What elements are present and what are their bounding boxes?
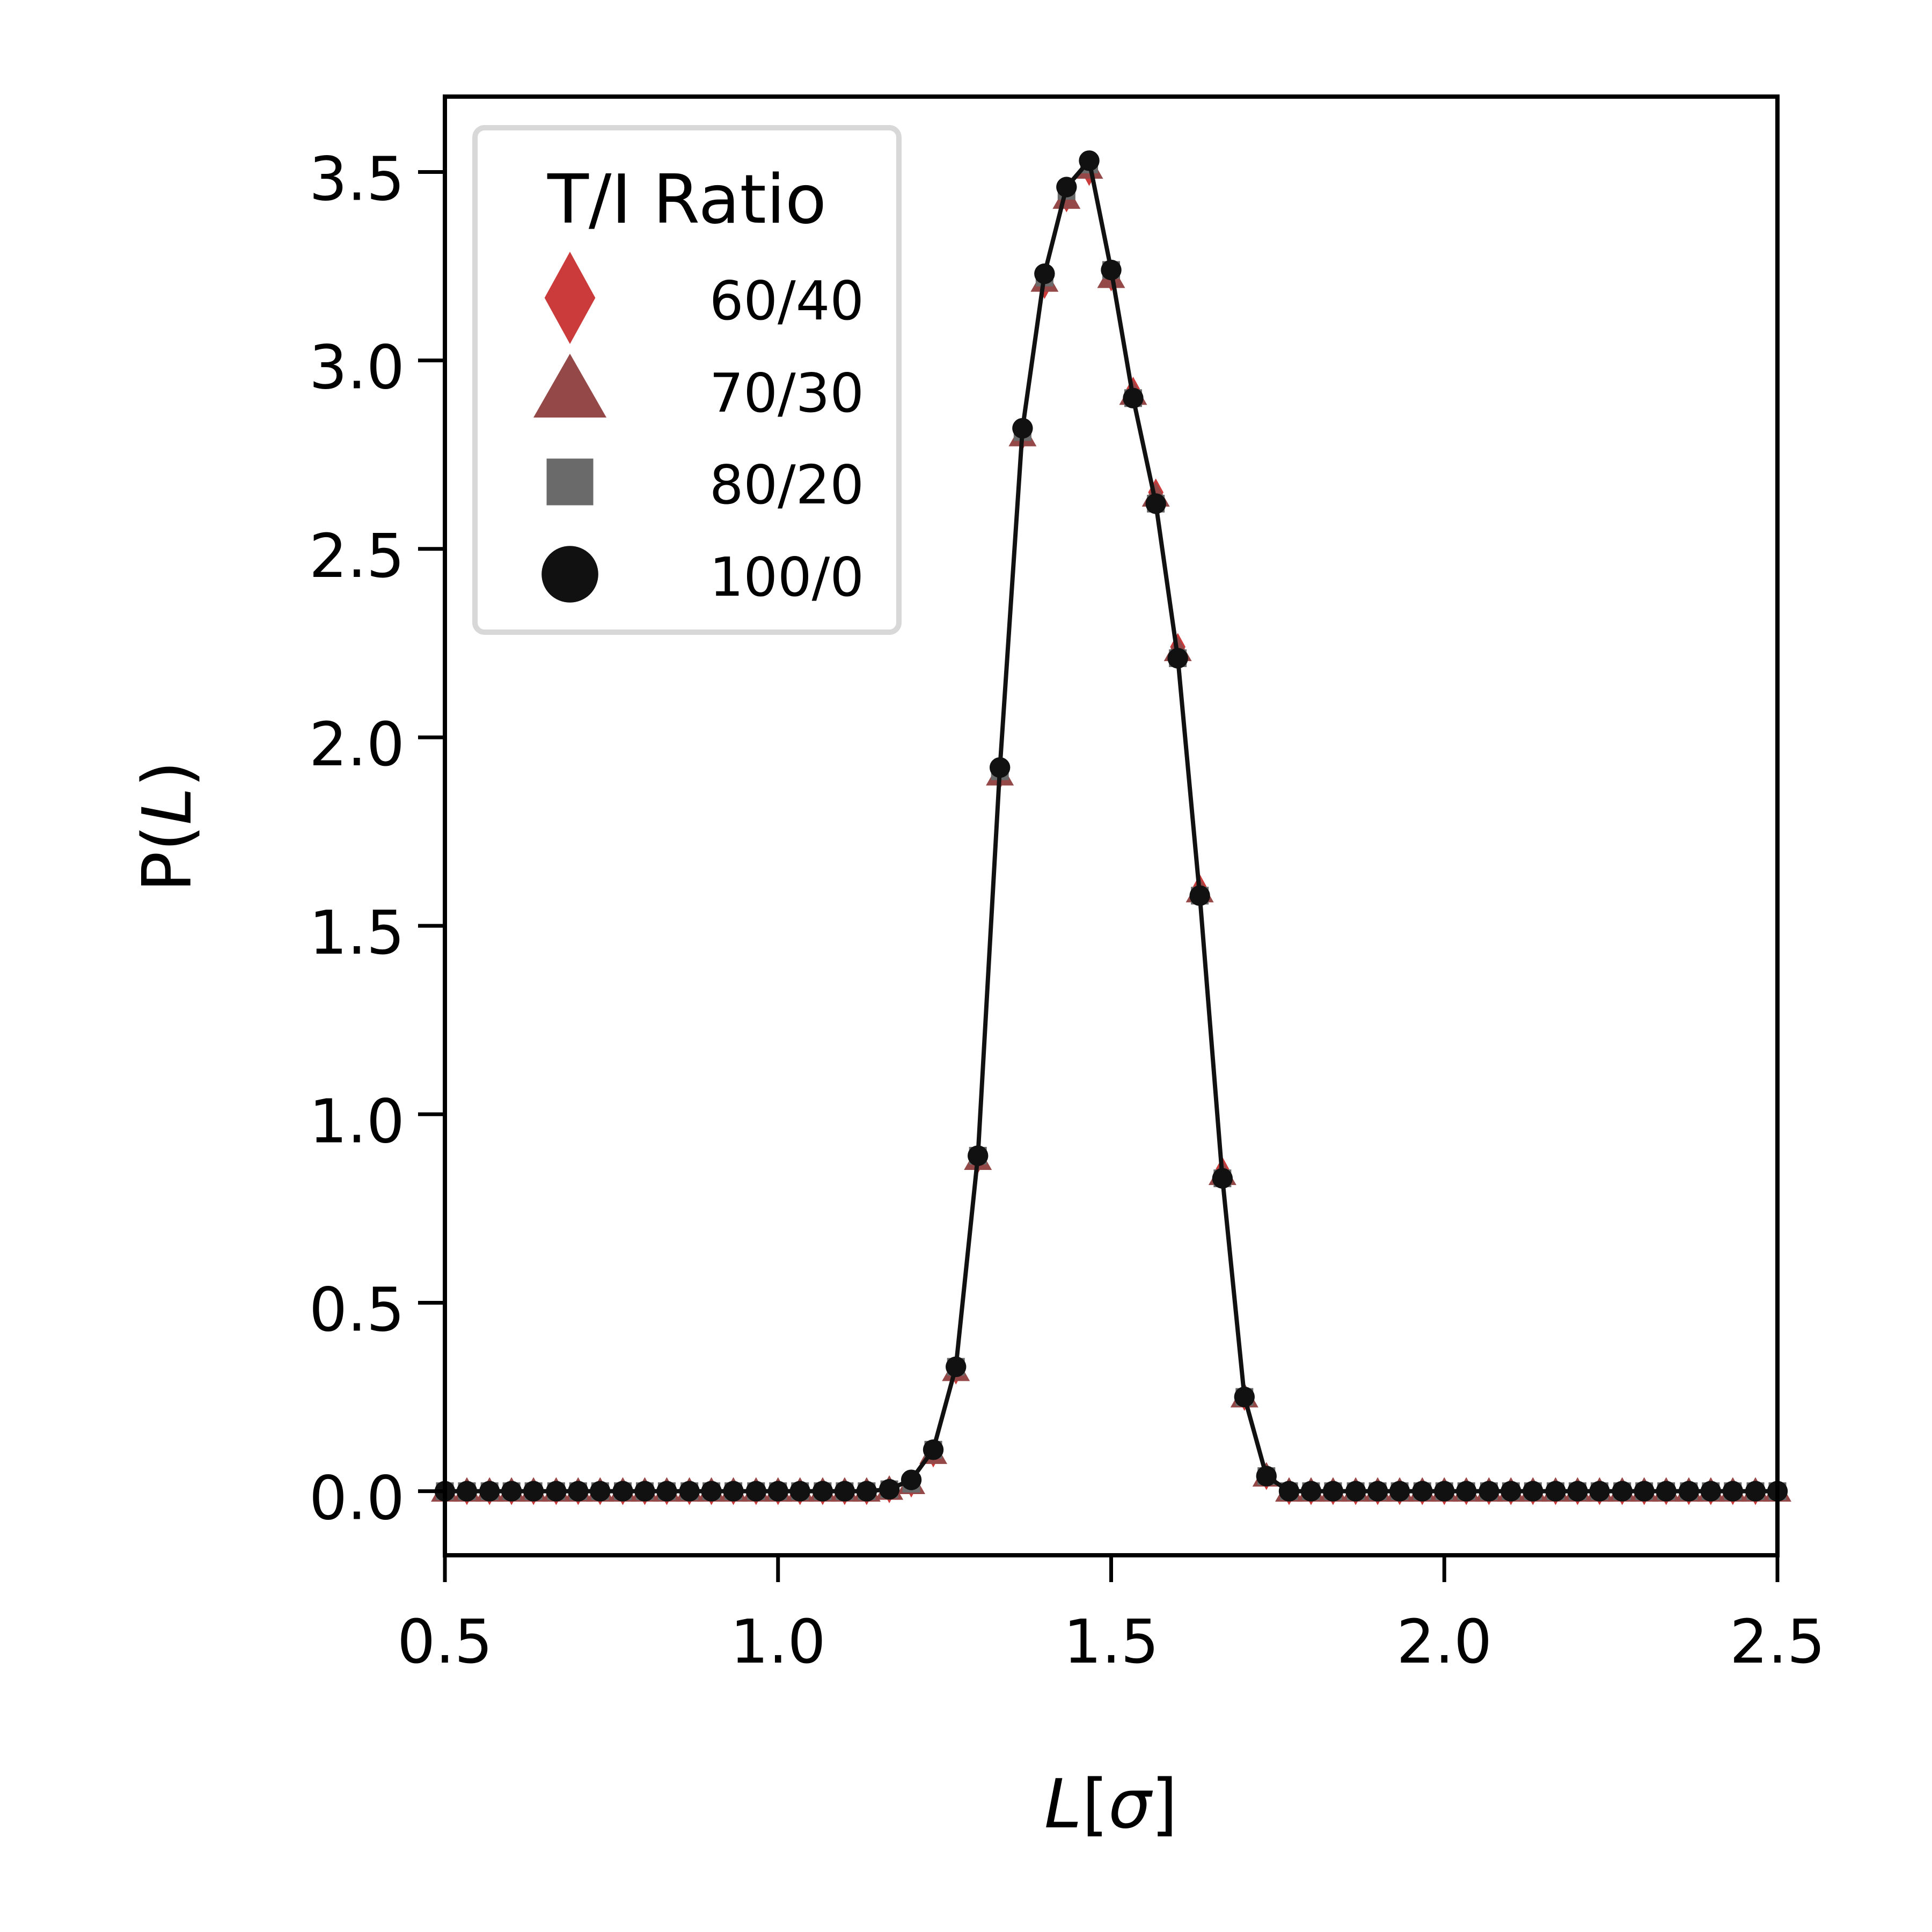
x-axis-label-unit: σ bbox=[1108, 1765, 1153, 1843]
series-line bbox=[445, 158, 1777, 1494]
y-tick-label: 3.5 bbox=[309, 144, 405, 214]
legend-marker bbox=[546, 458, 594, 506]
y-tick-label: 1.0 bbox=[309, 1087, 405, 1157]
legend-item: 60/40 bbox=[544, 252, 864, 344]
plot-layer bbox=[431, 150, 1791, 1505]
legend-label: 80/20 bbox=[709, 453, 864, 516]
y-axis-label-var: L bbox=[128, 787, 207, 825]
y-tick-label: 2.5 bbox=[309, 522, 405, 591]
legend-item: 70/30 bbox=[533, 354, 864, 425]
y-tick-label: 0.5 bbox=[309, 1275, 405, 1345]
y-axis-label-suffix: ) bbox=[128, 761, 207, 787]
y-tick-label: 2.0 bbox=[309, 710, 405, 780]
legend-marker bbox=[541, 546, 598, 603]
x-tick-label: 1.5 bbox=[1063, 1607, 1159, 1677]
x-tick-label: 1.0 bbox=[730, 1607, 826, 1677]
y-axis-label: P(L) bbox=[128, 761, 207, 892]
legend-marker bbox=[544, 252, 596, 344]
legend: T/I Ratio 60/40 70/30 80/20 100/0 bbox=[472, 125, 902, 635]
x-tick-label: 0.5 bbox=[397, 1607, 493, 1677]
legend-title: T/I Ratio bbox=[547, 160, 826, 239]
legend-label: 60/40 bbox=[709, 269, 864, 332]
x-axis-label: L[σ] bbox=[1044, 1765, 1177, 1843]
legend-label: 100/0 bbox=[709, 546, 864, 609]
y-axis-label-prefix: P( bbox=[128, 825, 207, 892]
x-tick-label: 2.5 bbox=[1730, 1607, 1825, 1677]
x-tick-label: 2.0 bbox=[1396, 1607, 1492, 1677]
legend-box bbox=[472, 125, 902, 635]
legend-label: 70/30 bbox=[709, 362, 864, 425]
legend-item: 80/20 bbox=[546, 453, 864, 516]
x-axis-label-var: L bbox=[1044, 1765, 1082, 1843]
ticks-layer: 0.5 1.0 1.5 2.0 2.5 0.0 0.5 1.0 1.5 2.0 2.5 3.0 3.5 bbox=[309, 144, 1825, 1677]
legend-marker bbox=[533, 354, 606, 418]
legend-items: 60/40 70/30 80/20 100/0 bbox=[533, 252, 864, 609]
y-tick-label: 3.0 bbox=[309, 333, 405, 403]
y-tick-label: 0.0 bbox=[309, 1464, 405, 1534]
y-tick-label: 1.5 bbox=[309, 898, 405, 968]
legend-item: 100/0 bbox=[541, 546, 864, 609]
